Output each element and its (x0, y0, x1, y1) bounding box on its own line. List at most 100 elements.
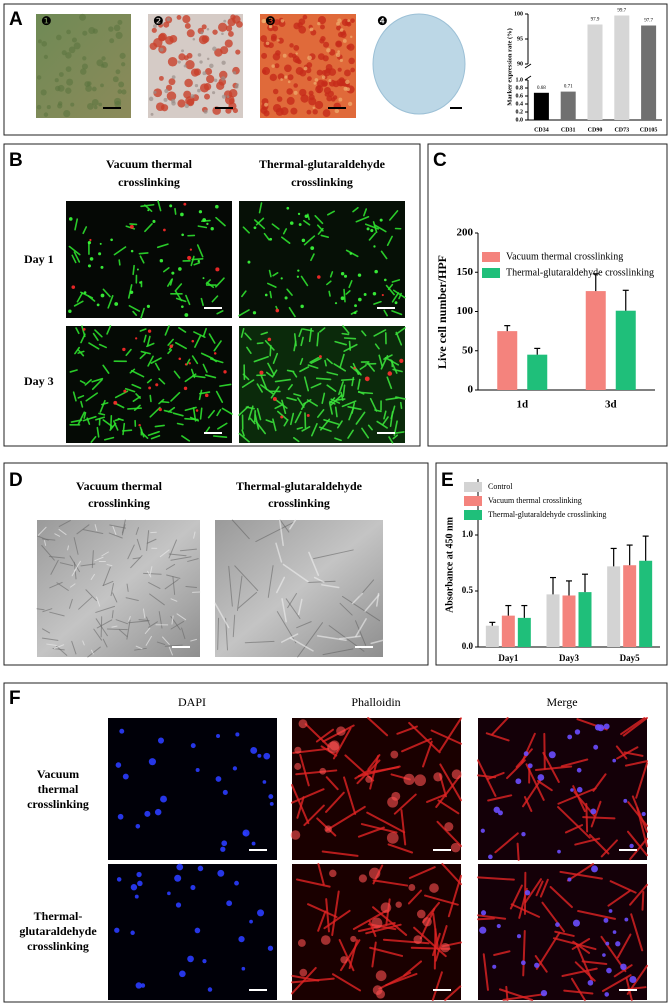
cell (206, 28, 210, 31)
cell (298, 223, 302, 226)
cell (408, 721, 441, 754)
cell (228, 565, 233, 607)
cell (444, 985, 462, 1001)
cell (221, 32, 224, 36)
cell (296, 275, 300, 278)
panel-label: F (9, 688, 21, 709)
cell (331, 890, 340, 937)
cell (73, 560, 81, 572)
cell (328, 79, 332, 83)
cell (602, 953, 606, 957)
cell (234, 565, 259, 591)
cell (176, 422, 184, 426)
cell (323, 86, 331, 95)
cell (179, 970, 186, 978)
cell (534, 955, 548, 973)
cell (343, 337, 357, 340)
cell (227, 18, 236, 27)
cell (607, 889, 631, 907)
cell (391, 292, 400, 303)
cell (393, 431, 405, 435)
cell (132, 264, 135, 276)
cell (132, 557, 141, 560)
cell (616, 746, 639, 760)
cell (265, 41, 270, 46)
cell (291, 784, 310, 825)
cell (197, 88, 201, 93)
legend-swatch (482, 252, 500, 262)
cell (555, 922, 560, 927)
y-tick-label: 0.0 (516, 117, 524, 123)
cell (202, 71, 207, 76)
cell (347, 19, 351, 23)
cell (206, 222, 209, 226)
cell (135, 337, 138, 340)
cell (139, 426, 145, 438)
cell (262, 780, 267, 784)
cell (349, 252, 353, 255)
cell (177, 60, 181, 64)
cell (79, 380, 86, 384)
cell (108, 26, 114, 32)
cell (641, 811, 646, 817)
cell (142, 608, 146, 619)
cell (189, 416, 200, 422)
cell (135, 527, 139, 535)
cell (190, 368, 196, 379)
row-label: glutaraldehyde (19, 924, 97, 938)
cell (353, 366, 356, 370)
cell (541, 901, 566, 933)
cell (348, 340, 352, 351)
cell (325, 805, 366, 832)
cell (249, 417, 256, 425)
cell (303, 219, 311, 226)
cell (304, 723, 331, 748)
cell (567, 734, 573, 740)
cell (317, 275, 321, 279)
cell (91, 86, 97, 92)
cell (125, 348, 132, 357)
panel-f-frame (3, 682, 668, 1003)
cell (299, 753, 310, 787)
cell (135, 824, 141, 829)
x-tick-label: CD90 (588, 127, 603, 133)
cell (274, 403, 284, 410)
cell (253, 355, 269, 363)
cell (91, 550, 94, 569)
cell (537, 779, 553, 792)
cell (171, 615, 174, 625)
cell (615, 941, 621, 947)
cell (289, 221, 294, 225)
cell (635, 762, 648, 799)
cell (175, 902, 182, 908)
cell (294, 411, 302, 424)
cell (129, 368, 136, 374)
cell (426, 793, 446, 803)
cell (616, 933, 632, 959)
cell (150, 112, 154, 116)
cell (371, 917, 383, 929)
x-tick-label: CD34 (534, 127, 549, 133)
cell (99, 399, 106, 413)
cell (340, 956, 348, 964)
cell (441, 863, 462, 886)
cell (130, 369, 145, 378)
cell (299, 968, 308, 977)
cell (480, 910, 487, 916)
cell (271, 64, 275, 68)
cell (317, 15, 327, 25)
cell (431, 971, 443, 1001)
cell (347, 101, 353, 107)
cell (278, 519, 284, 547)
cell (118, 629, 128, 638)
cell (316, 69, 323, 76)
cell (115, 619, 128, 625)
cell (146, 304, 150, 308)
cell (256, 407, 262, 421)
cell (121, 524, 126, 536)
cell (215, 216, 226, 227)
cell (387, 283, 394, 291)
cell (82, 226, 88, 235)
cell (338, 97, 343, 102)
cell (400, 809, 407, 846)
